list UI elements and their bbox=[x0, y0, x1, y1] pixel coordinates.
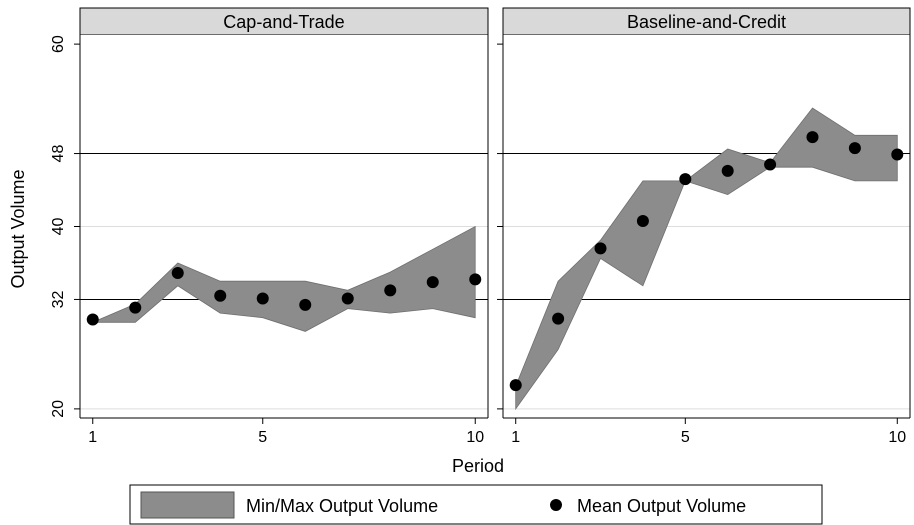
mean-point bbox=[552, 312, 565, 325]
minmax-band bbox=[92, 225, 476, 332]
x-tick-label: 5 bbox=[258, 429, 267, 446]
y-axis-label: Output Volume bbox=[8, 169, 28, 288]
panel-title: Cap-and-Trade bbox=[223, 12, 344, 32]
minmax-band bbox=[515, 107, 898, 411]
y-tick-label: 40 bbox=[50, 218, 67, 236]
mean-point bbox=[171, 267, 184, 280]
mean-point bbox=[426, 276, 439, 289]
panel-header bbox=[502, 7, 911, 36]
mean-point bbox=[214, 289, 227, 302]
y-tick-label: 60 bbox=[50, 35, 67, 53]
x-axis-label: Period bbox=[452, 456, 504, 476]
legend-band-label: Min/Max Output Volume bbox=[246, 496, 438, 516]
panel-2: Baseline-and-Credit 1 5 10 bbox=[497, 7, 911, 446]
x-tick-label: 5 bbox=[681, 429, 690, 446]
mean-point bbox=[721, 164, 734, 177]
x-tick-label: 1 bbox=[511, 429, 520, 446]
mean-point bbox=[891, 148, 904, 161]
mean-point bbox=[509, 379, 522, 392]
mean-point bbox=[86, 313, 99, 326]
x-tick-label: 10 bbox=[888, 429, 906, 446]
panel-title: Baseline-and-Credit bbox=[627, 12, 786, 32]
mean-point bbox=[594, 242, 607, 255]
y-tick-label: 32 bbox=[50, 290, 67, 308]
legend-point-swatch bbox=[550, 499, 562, 511]
y-tick-label: 20 bbox=[50, 400, 67, 418]
legend-box bbox=[129, 484, 823, 525]
mean-point bbox=[764, 158, 777, 171]
mean-point bbox=[341, 292, 354, 305]
mean-point bbox=[848, 142, 861, 155]
panel-header bbox=[79, 7, 489, 36]
x-tick-label: 1 bbox=[88, 429, 97, 446]
x-tick-label: 10 bbox=[466, 429, 484, 446]
mean-point bbox=[299, 298, 312, 311]
legend-point-label: Mean Output Volume bbox=[577, 496, 746, 516]
panel-1: Cap-and-Trade 20 32 40 48 60 1 5 10 bbox=[50, 7, 489, 446]
mean-point bbox=[469, 273, 482, 286]
legend-band-swatch bbox=[140, 491, 235, 519]
mean-point bbox=[384, 284, 397, 297]
legend: Min/Max Output Volume Mean Output Volume bbox=[129, 484, 823, 525]
mean-point bbox=[679, 173, 692, 186]
mean-point bbox=[129, 301, 142, 314]
y-tick-label: 48 bbox=[50, 145, 67, 163]
mean-point bbox=[636, 215, 649, 228]
mean-point bbox=[256, 292, 269, 305]
mean-point bbox=[806, 131, 819, 144]
